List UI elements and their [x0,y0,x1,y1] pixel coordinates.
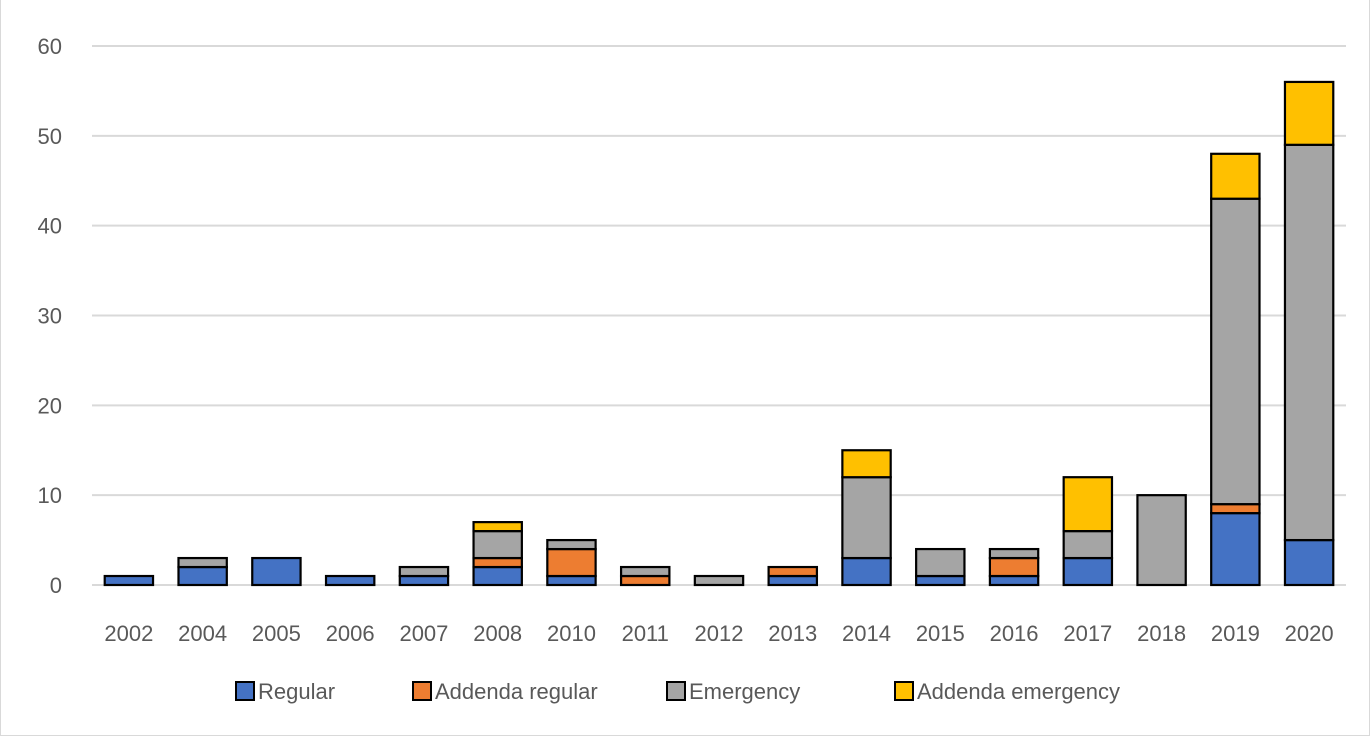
x-tick-label: 2019 [1211,621,1260,646]
bar-segment-emergency [1210,197,1261,506]
x-tick-label: 2014 [842,621,891,646]
bar-segment-emergency [1062,529,1114,560]
bar-segment-addenda-regular [472,556,523,569]
bar-segment-regular [988,574,1040,587]
x-tick-label: 2013 [768,621,817,646]
bar-segment-emergency [1136,494,1187,587]
x-tick-label: 2012 [695,621,744,646]
y-tick-label: 30 [38,304,62,329]
y-tick-label: 20 [38,393,62,418]
bar-segment-regular [398,574,450,587]
y-tick-label: 60 [38,34,62,59]
bar-segment-addenda-regular [546,547,597,578]
bar-segment-emergency [619,565,671,578]
bar-segment-regular [1283,538,1335,587]
y-tick-label: 40 [38,214,62,239]
bar-segment-regular [103,574,155,587]
y-tick-label: 0 [50,573,62,598]
bar-segment-emergency [1283,143,1335,542]
x-tick-label: 2015 [916,621,965,646]
x-axis-tick-labels: 2002 2004 2005 2006 2007 2008 2010 2011 2012 2013… [104,621,1333,646]
legend-label: Emergency [689,679,800,704]
x-tick-label: 2007 [399,621,448,646]
bar-segment-regular [915,574,966,587]
x-tick-label: 2010 [547,621,596,646]
bar-segment-addenda-emergency [841,449,892,479]
legend-label: Addenda emergency [917,679,1120,704]
x-tick-label: 2002 [104,621,153,646]
legend: Regular Addenda regular Emergency Addenda e… [235,679,1120,704]
bar-segment-addenda-emergency [472,521,523,533]
x-tick-label: 2017 [1063,621,1112,646]
x-tick-label: 2018 [1137,621,1186,646]
bar-segment-addenda-regular [1210,503,1261,515]
y-axis-tick-labels: 0 10 20 30 40 50 60 [38,34,62,598]
bar-segment-addenda-emergency [1062,476,1114,533]
y-tick-label: 10 [38,483,62,508]
x-tick-label: 2006 [326,621,375,646]
legend-label: Regular [258,679,335,704]
legend-swatch [235,681,255,701]
bar-segment-regular [472,565,523,587]
bar-segment-addenda-regular [767,565,819,578]
x-tick-label: 2005 [252,621,301,646]
legend-swatch [894,681,914,701]
bar-segment-addenda-emergency [1283,80,1335,146]
bar-segment-emergency [915,547,966,578]
bar-segment-emergency [546,538,597,551]
bar-segment-emergency [398,565,450,578]
bar-segment-emergency [988,547,1040,560]
y-tick-label: 50 [38,124,62,149]
legend-swatch [666,681,686,701]
bar-segment-regular [841,556,892,587]
bar-segment-emergency [841,476,892,560]
legend-label: Addenda regular [435,679,598,704]
bars [103,80,1335,587]
x-tick-label: 2008 [473,621,522,646]
bar-segment-regular [767,574,819,587]
legend-swatch [412,681,432,701]
bar-segment-regular [324,574,376,587]
x-tick-label: 2011 [622,621,669,646]
bar-segment-emergency [177,556,228,569]
x-tick-label: 2004 [178,621,227,646]
x-tick-label: 2020 [1285,621,1334,646]
bar-segment-regular [546,574,597,587]
bar-segment-regular [177,565,228,587]
bar-segment-regular [251,556,302,587]
x-tick-label: 2016 [990,621,1039,646]
bar-segment-emergency [472,529,523,560]
bar-segment-addenda-regular [988,556,1040,578]
bar-segment-emergency [693,574,745,587]
bar-segment-addenda-regular [619,574,671,587]
bar-segment-regular [1062,556,1114,587]
bar-segment-regular [1210,512,1261,587]
bar-segment-addenda-emergency [1210,152,1261,200]
